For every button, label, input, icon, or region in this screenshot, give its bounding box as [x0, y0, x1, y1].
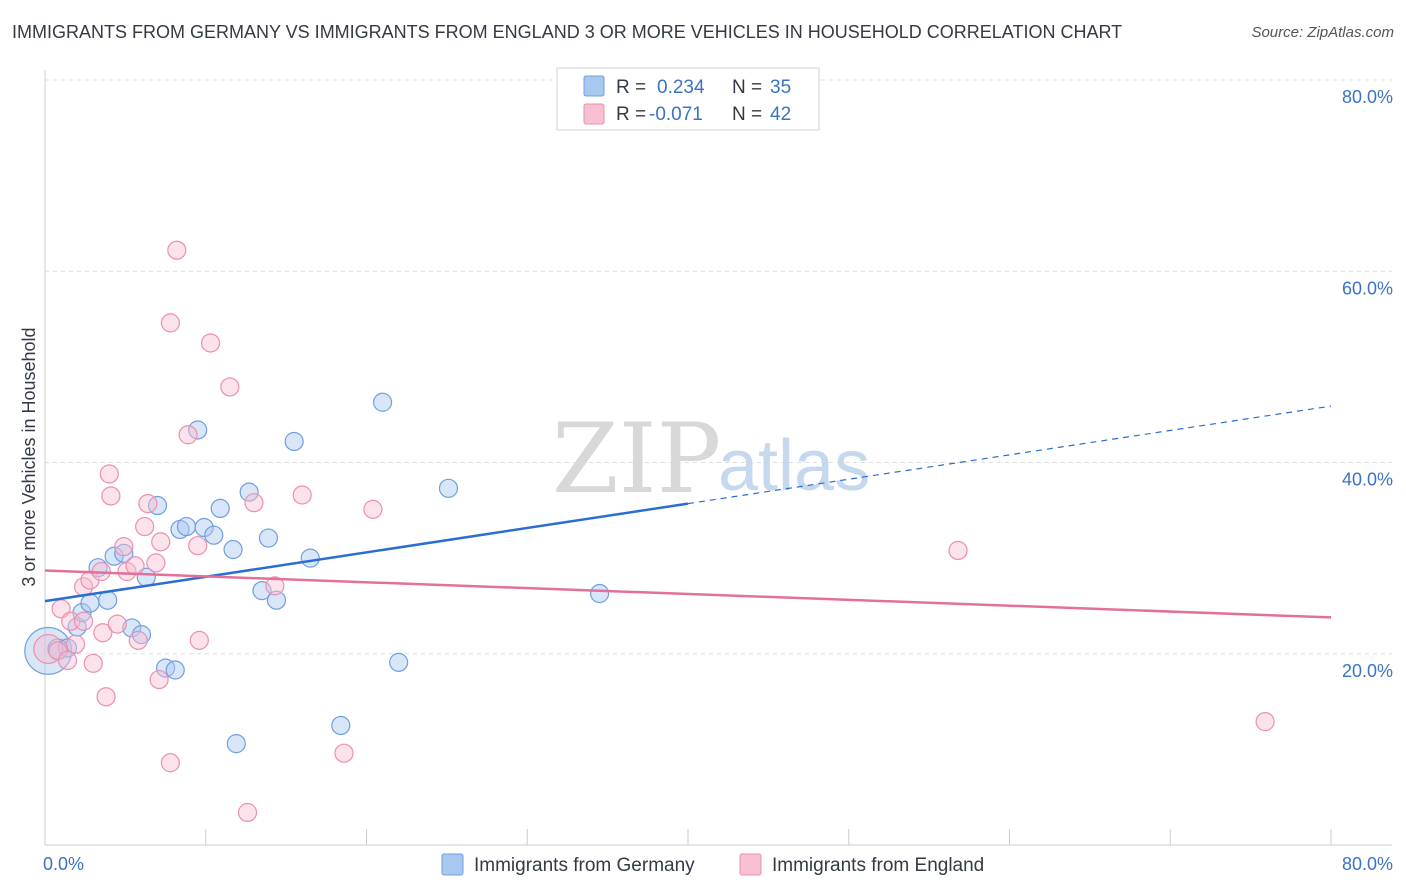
- bottom-legend-swatch-england: [739, 853, 762, 876]
- trend-lines: [44, 405, 1332, 619]
- y-tick-label-20: 20.0%: [1342, 661, 1393, 681]
- point-england-16: [114, 537, 134, 557]
- point-england-37: [334, 743, 354, 763]
- chart-source: Source: ZipAtlas.com: [1251, 24, 1394, 41]
- point-england-24: [151, 532, 171, 552]
- point-england-39: [948, 540, 968, 561]
- legend-r-label-england: R =: [616, 104, 646, 125]
- point-germany-11: [131, 625, 152, 645]
- legend-r-value-germany: 0.234: [657, 77, 705, 98]
- stats-legend: R = 0.234 N = 35 R = -0.071 N = 42: [556, 67, 820, 131]
- point-england-3: [57, 650, 78, 671]
- trend-line-germany: [44, 502, 689, 603]
- legend-n-value-germany: 35: [770, 77, 791, 98]
- point-england-6: [73, 611, 94, 631]
- point-germany-9: [114, 543, 134, 563]
- x-tick-label-right: 80.0%: [1342, 854, 1393, 874]
- point-england-22: [146, 553, 166, 573]
- point-england-12: [96, 687, 116, 707]
- legend-r-label-germany: R =: [616, 77, 646, 98]
- grid-lines: [45, 79, 1392, 655]
- y-tick-label-40: 40.0%: [1342, 470, 1393, 490]
- point-germany-31: [372, 392, 393, 412]
- point-germany-14: [155, 658, 176, 678]
- point-england-29: [188, 536, 208, 556]
- legend-n-value-england: 42: [770, 104, 791, 125]
- point-germany-29: [300, 548, 320, 568]
- y-tick-label-60: 60.0%: [1342, 278, 1393, 298]
- point-germany-13: [147, 495, 168, 516]
- point-england-36: [292, 485, 312, 505]
- watermark-atlas: atlas: [718, 426, 870, 506]
- point-england-38: [363, 499, 383, 519]
- chart-title: IMMIGRANTS FROM GERMANY VS IMMIGRANTS FR…: [12, 22, 1123, 42]
- x-ticks: [205, 829, 1332, 845]
- point-england-31: [200, 333, 221, 353]
- point-germany-18: [188, 420, 208, 440]
- point-germany-10: [122, 618, 142, 638]
- trend-line-england: [44, 569, 1332, 619]
- point-england-21: [138, 494, 158, 514]
- series-england-points: [33, 240, 1275, 823]
- bottom-legend-swatch-germany: [441, 853, 464, 876]
- point-germany-15: [165, 660, 185, 680]
- point-england-11: [93, 623, 113, 643]
- point-england-20: [135, 516, 155, 537]
- y-tick-label-80: 80.0%: [1342, 87, 1393, 107]
- point-england-18: [125, 556, 145, 576]
- y-axis-title: 3 or more Vehicles in Household: [19, 327, 39, 586]
- legend-r-value-england: -0.071: [649, 104, 703, 125]
- trend-line-germany-extension: [687, 405, 1332, 505]
- legend-n-label-germany: N =: [732, 77, 762, 98]
- point-england-35: [265, 576, 285, 596]
- point-england-9: [83, 653, 103, 673]
- point-england-13: [99, 464, 119, 484]
- point-germany-17: [176, 516, 197, 537]
- point-england-23: [149, 669, 169, 690]
- watermark-zip: ZIP: [552, 403, 721, 515]
- legend-swatch-england: [583, 103, 605, 125]
- point-germany-27: [266, 590, 287, 610]
- bottom-legend-label-germany: Immigrants from Germany: [474, 855, 695, 876]
- point-germany-25: [252, 581, 272, 601]
- point-germany-24: [239, 482, 259, 502]
- y-tick-labels: 80.0% 60.0% 40.0% 20.0%: [1342, 87, 1393, 681]
- point-england-26: [160, 313, 180, 333]
- legend-swatch-germany: [583, 75, 605, 97]
- legend-n-label-england: N =: [732, 104, 762, 125]
- series-legend: Immigrants from Germany Immigrants from …: [441, 853, 984, 876]
- bottom-legend-label-england: Immigrants from England: [772, 855, 984, 876]
- point-germany-34: [589, 583, 610, 604]
- point-england-5: [65, 634, 86, 654]
- point-england-15: [107, 614, 127, 634]
- point-england-28: [178, 425, 198, 445]
- point-england-33: [237, 802, 258, 823]
- point-england-19: [128, 630, 148, 650]
- point-england-27: [167, 240, 187, 260]
- point-germany-19: [194, 517, 214, 538]
- x-tick-label-left: 0.0%: [43, 854, 84, 874]
- watermark: ZIP atlas: [552, 403, 870, 515]
- point-germany-26: [258, 528, 279, 548]
- point-england-25: [160, 753, 180, 773]
- point-germany-7: [98, 590, 118, 610]
- point-england-14: [101, 486, 121, 506]
- axes: [44, 70, 1392, 846]
- point-england-30: [189, 630, 209, 650]
- point-germany-5: [80, 593, 100, 613]
- point-england-40: [1255, 712, 1275, 732]
- point-germany-22: [223, 539, 243, 560]
- point-germany-30: [331, 715, 351, 736]
- point-germany-32: [389, 652, 409, 672]
- point-england-34: [244, 493, 264, 513]
- point-germany-23: [226, 734, 246, 754]
- point-england-32: [220, 377, 240, 397]
- point-germany-33: [438, 478, 459, 498]
- point-germany-20: [204, 525, 224, 545]
- point-germany-28: [284, 431, 304, 452]
- point-germany-21: [210, 498, 230, 518]
